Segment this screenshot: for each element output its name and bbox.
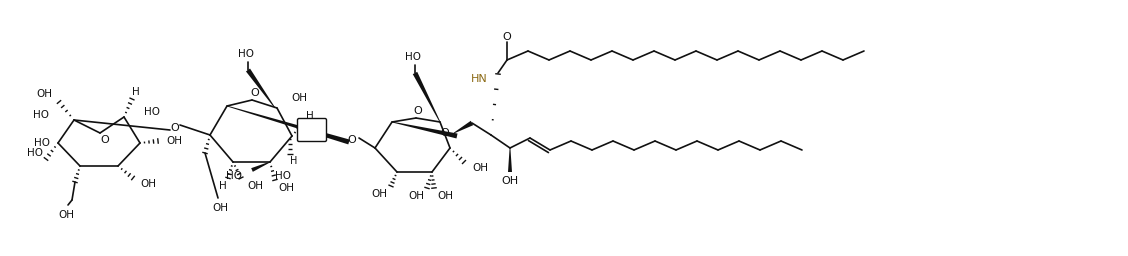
- Polygon shape: [453, 121, 474, 133]
- Text: OH: OH: [291, 93, 307, 103]
- Text: OH: OH: [36, 89, 52, 99]
- Polygon shape: [391, 122, 458, 138]
- Text: OH: OH: [212, 203, 228, 213]
- Text: O: O: [170, 123, 179, 133]
- Text: HO: HO: [226, 171, 243, 181]
- Text: H: H: [306, 111, 314, 121]
- Text: HO: HO: [405, 52, 421, 62]
- Text: OH: OH: [140, 179, 156, 189]
- Polygon shape: [413, 72, 440, 122]
- Text: OH: OH: [502, 176, 519, 186]
- Text: HO: HO: [33, 110, 49, 120]
- Polygon shape: [252, 162, 271, 172]
- Text: OH: OH: [166, 136, 182, 146]
- Text: OH: OH: [277, 183, 294, 193]
- Text: HO: HO: [238, 49, 254, 59]
- Text: O: O: [250, 88, 259, 98]
- Polygon shape: [227, 106, 350, 144]
- Text: HN: HN: [472, 74, 488, 84]
- Text: O: O: [503, 32, 511, 42]
- Text: HO: HO: [27, 148, 43, 158]
- Text: OH: OH: [472, 163, 488, 173]
- Text: OH: OH: [247, 181, 263, 191]
- Text: OH: OH: [371, 189, 387, 199]
- Text: OH: OH: [437, 191, 453, 201]
- Text: O: O: [440, 128, 449, 138]
- Text: H: H: [219, 181, 227, 191]
- Text: H: H: [132, 87, 140, 97]
- Text: HO: HO: [34, 138, 50, 148]
- Text: H: H: [290, 156, 298, 166]
- Text: HO: HO: [275, 171, 291, 181]
- Text: O: O: [347, 135, 356, 145]
- Text: OH: OH: [408, 191, 424, 201]
- Polygon shape: [508, 148, 512, 172]
- Text: HO: HO: [144, 107, 160, 117]
- Text: Abs: Abs: [303, 126, 320, 135]
- Polygon shape: [246, 69, 275, 108]
- FancyBboxPatch shape: [298, 119, 326, 142]
- Text: OH: OH: [58, 210, 74, 220]
- Text: O: O: [414, 106, 422, 116]
- Text: O: O: [100, 135, 109, 145]
